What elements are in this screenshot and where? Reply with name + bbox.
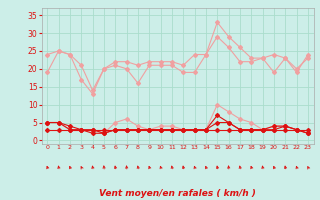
Text: Vent moyen/en rafales ( km/h ): Vent moyen/en rafales ( km/h ) (99, 189, 256, 198)
